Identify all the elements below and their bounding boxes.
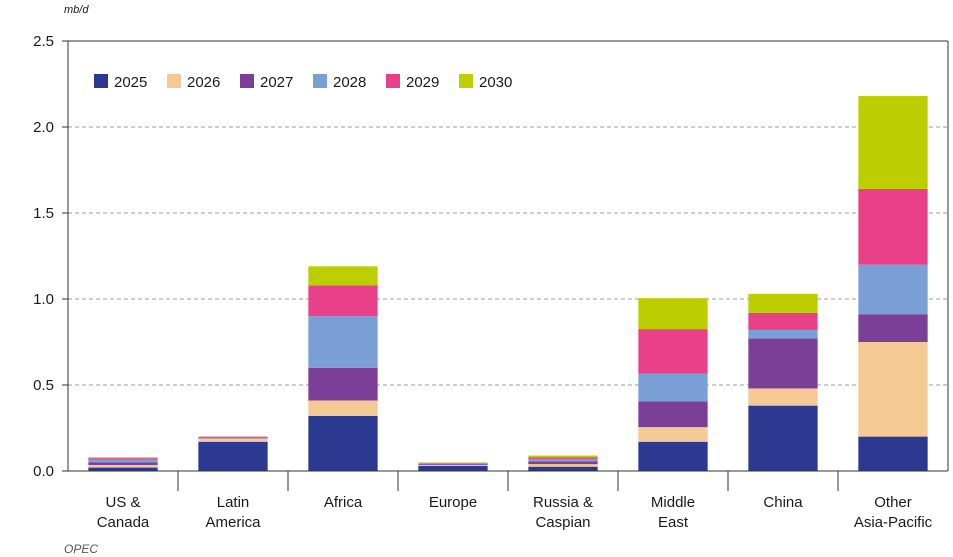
legend-swatch-2030 xyxy=(459,74,473,88)
legend-label-2027: 2027 xyxy=(260,74,293,91)
legend-label-2026: 2026 xyxy=(187,74,220,91)
bar-segment-2025 xyxy=(198,441,268,471)
bar-segment-2027 xyxy=(858,314,928,342)
axes xyxy=(62,40,949,491)
x-category-labels: US & Canada Latin America Africa Europe Russia… xyxy=(97,494,933,531)
legend-swatch-2026 xyxy=(167,74,181,88)
bar-segment-2030 xyxy=(528,455,598,458)
y-tick-label: 1.0 xyxy=(33,291,54,308)
bar-segment-2025 xyxy=(88,467,158,471)
bar-segment-2025 xyxy=(418,465,488,471)
legend-swatch-2027 xyxy=(240,74,254,88)
bar-segment-2026 xyxy=(418,464,488,466)
bar-segment-2029 xyxy=(308,285,378,317)
bar-segment-2027 xyxy=(748,338,818,389)
bar-segment-2029 xyxy=(748,312,818,330)
bar-segment-2028 xyxy=(418,463,488,465)
y-tick-labels: 0.0 0.5 1.0 1.5 2.0 2.5 xyxy=(33,33,54,480)
bar-segment-2029 xyxy=(528,457,598,459)
x-category-label: America xyxy=(205,514,261,531)
legend: 2025 2026 2027 2028 2029 2030 xyxy=(94,74,512,91)
bar-segment-2026 xyxy=(198,438,268,442)
x-category-label: Russia & xyxy=(533,494,593,511)
y-tick-label: 0.5 xyxy=(33,377,54,394)
bars xyxy=(88,96,928,471)
x-category-label: Canada xyxy=(97,514,150,531)
bar-segment-2029 xyxy=(88,458,158,460)
bar-segment-2025 xyxy=(858,436,928,471)
x-category-label: Middle xyxy=(651,494,695,511)
legend-swatch-2029 xyxy=(386,74,400,88)
bar-segment-2026 xyxy=(528,464,598,467)
bar-segment-2028 xyxy=(748,329,818,339)
legend-swatch-2028 xyxy=(313,74,327,88)
x-category-label: Other xyxy=(874,494,912,511)
bar-segment-2026 xyxy=(858,342,928,437)
x-category-label: Caspian xyxy=(535,514,590,531)
bar-segment-2027 xyxy=(198,437,268,439)
bar-segment-2028 xyxy=(638,373,708,402)
bar-segment-2028 xyxy=(528,458,598,462)
bar-segment-2028 xyxy=(88,459,158,463)
x-category-label: Europe xyxy=(429,494,477,511)
bar-segment-2027 xyxy=(418,464,488,465)
x-category-label: East xyxy=(658,514,689,531)
bar-segment-2030 xyxy=(88,457,158,459)
y-tick-label: 2.0 xyxy=(33,119,54,136)
bar-segment-2030 xyxy=(308,266,378,286)
legend-label-2030: 2030 xyxy=(479,74,512,91)
bar-segment-2025 xyxy=(308,415,378,471)
bar-segment-2030 xyxy=(748,293,818,313)
bar-segment-2027 xyxy=(88,462,158,465)
x-category-label: Asia-Pacific xyxy=(854,514,933,531)
bar-segment-2025 xyxy=(748,405,818,471)
bar-segment-2026 xyxy=(748,388,818,406)
bar-segment-2026 xyxy=(88,464,158,468)
x-category-label: Latin xyxy=(217,494,250,511)
legend-label-2028: 2028 xyxy=(333,74,366,91)
x-category-label: US & xyxy=(105,494,140,511)
bar-segment-2030 xyxy=(858,96,928,189)
bar-segment-2027 xyxy=(638,401,708,428)
source-label: OPEC xyxy=(64,542,98,556)
x-category-label: Africa xyxy=(324,494,363,511)
bar-segment-2026 xyxy=(308,400,378,416)
x-category-label: China xyxy=(763,494,803,511)
bar-segment-2028 xyxy=(308,316,378,368)
bar-segment-2029 xyxy=(858,188,928,265)
bar-segment-2027 xyxy=(308,367,378,401)
bar-segment-2029 xyxy=(418,462,488,464)
y-axis-unit-label: mb/d xyxy=(64,4,89,16)
bar-segment-2028 xyxy=(198,436,268,438)
bar-segment-2026 xyxy=(638,427,708,442)
bar-segment-2025 xyxy=(638,441,708,471)
bar-segment-2029 xyxy=(638,329,708,374)
bar-segment-2030 xyxy=(638,298,708,330)
legend-label-2025: 2025 xyxy=(114,74,147,91)
y-tick-label: 1.5 xyxy=(33,205,54,222)
legend-label-2029: 2029 xyxy=(406,74,439,91)
bar-segment-2028 xyxy=(858,264,928,315)
bar-segment-2025 xyxy=(528,466,598,471)
bar-segment-2027 xyxy=(528,461,598,465)
y-tick-label: 0.0 xyxy=(33,463,54,480)
y-tick-label: 2.5 xyxy=(33,33,54,50)
legend-swatch-2025 xyxy=(94,74,108,88)
